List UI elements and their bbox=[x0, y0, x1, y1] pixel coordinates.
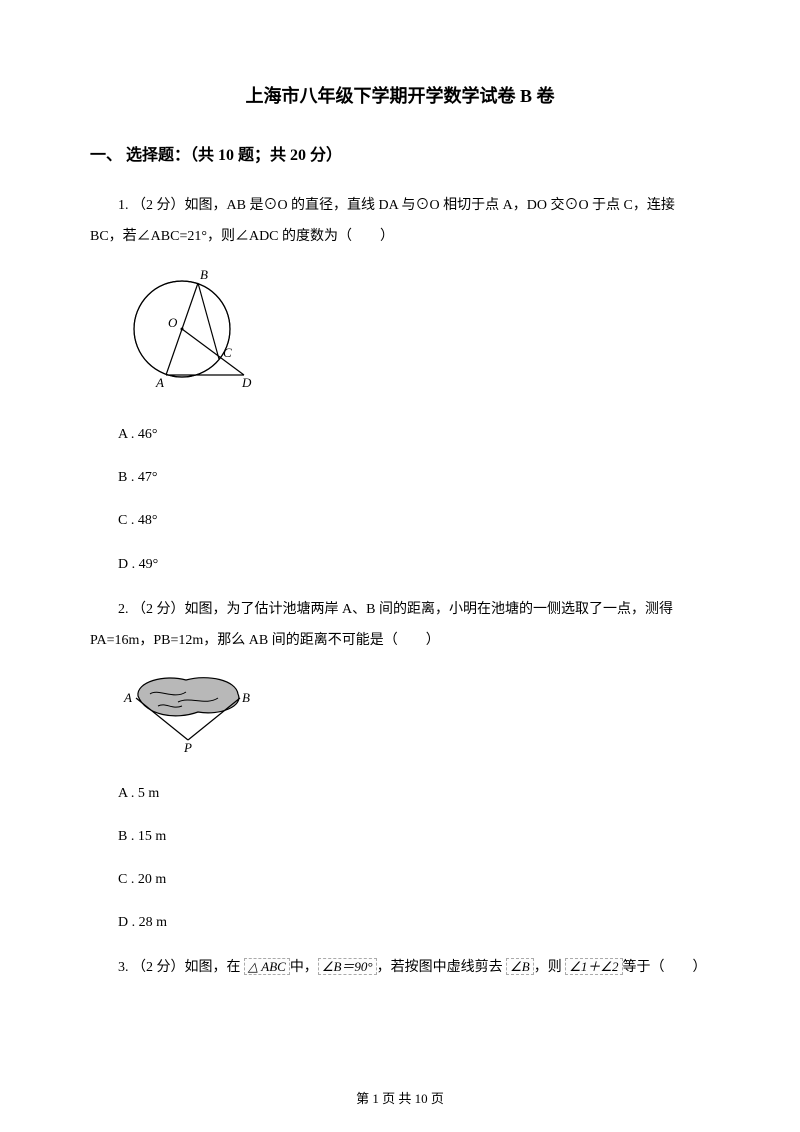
q2-option-c: C . 20 m bbox=[118, 867, 710, 892]
q2-option-d: D . 28 m bbox=[118, 910, 710, 935]
page-title: 上海市八年级下学期开学数学试卷 B 卷 bbox=[90, 80, 710, 112]
q2-option-a: A . 5 m bbox=[118, 781, 710, 806]
circle-diagram-icon: B A C D O bbox=[118, 265, 268, 395]
q3-text-5: 等于（ ） bbox=[623, 960, 707, 975]
pond-diagram-icon: A B P bbox=[118, 668, 268, 753]
svg-text:C: C bbox=[223, 345, 232, 360]
svg-text:O: O bbox=[168, 315, 178, 330]
svg-text:A: A bbox=[155, 375, 164, 390]
q3-formula-4: ∠1＋∠2 bbox=[565, 958, 622, 975]
q1-option-a: A . 46° bbox=[118, 422, 710, 447]
q1-option-d: D . 49° bbox=[118, 552, 710, 577]
q1-option-b: B . 47° bbox=[118, 465, 710, 490]
svg-text:A: A bbox=[123, 690, 132, 705]
svg-text:D: D bbox=[241, 375, 252, 390]
q1-stem: 1. （2 分）如图，AB 是⊙O 的直径，直线 DA 与⊙O 相切于点 A，D… bbox=[90, 191, 710, 253]
section-header: 一、 选择题：（共 10 题；共 20 分） bbox=[90, 142, 710, 171]
q3-text-3: ，若按图中虚线剪去 bbox=[377, 960, 507, 975]
q2-option-b: B . 15 m bbox=[118, 824, 710, 849]
q3-stem: 3. （2 分）如图，在 △ ABC中，∠B＝90°，若按图中虚线剪去 ∠B，则… bbox=[90, 953, 710, 984]
q1-option-c: C . 48° bbox=[118, 508, 710, 533]
q3-formula-3: ∠B bbox=[506, 958, 534, 975]
page-footer: 第 1 页 共 10 页 bbox=[90, 1087, 710, 1110]
q3-text-1: 3. （2 分）如图，在 bbox=[118, 960, 244, 975]
q3-text-4: ，则 bbox=[534, 960, 566, 975]
q3-text-2: 中， bbox=[290, 960, 318, 975]
svg-text:P: P bbox=[183, 740, 192, 753]
q2-stem: 2. （2 分）如图，为了估计池塘两岸 A、B 间的距离，小明在池塘的一侧选取了… bbox=[90, 595, 710, 657]
svg-text:B: B bbox=[242, 690, 250, 705]
svg-text:B: B bbox=[200, 267, 208, 282]
q3-formula-1: △ ABC bbox=[244, 958, 290, 975]
q2-figure: A B P bbox=[118, 668, 710, 762]
q1-figure: B A C D O bbox=[118, 265, 710, 404]
q3-formula-2: ∠B＝90° bbox=[318, 958, 377, 975]
